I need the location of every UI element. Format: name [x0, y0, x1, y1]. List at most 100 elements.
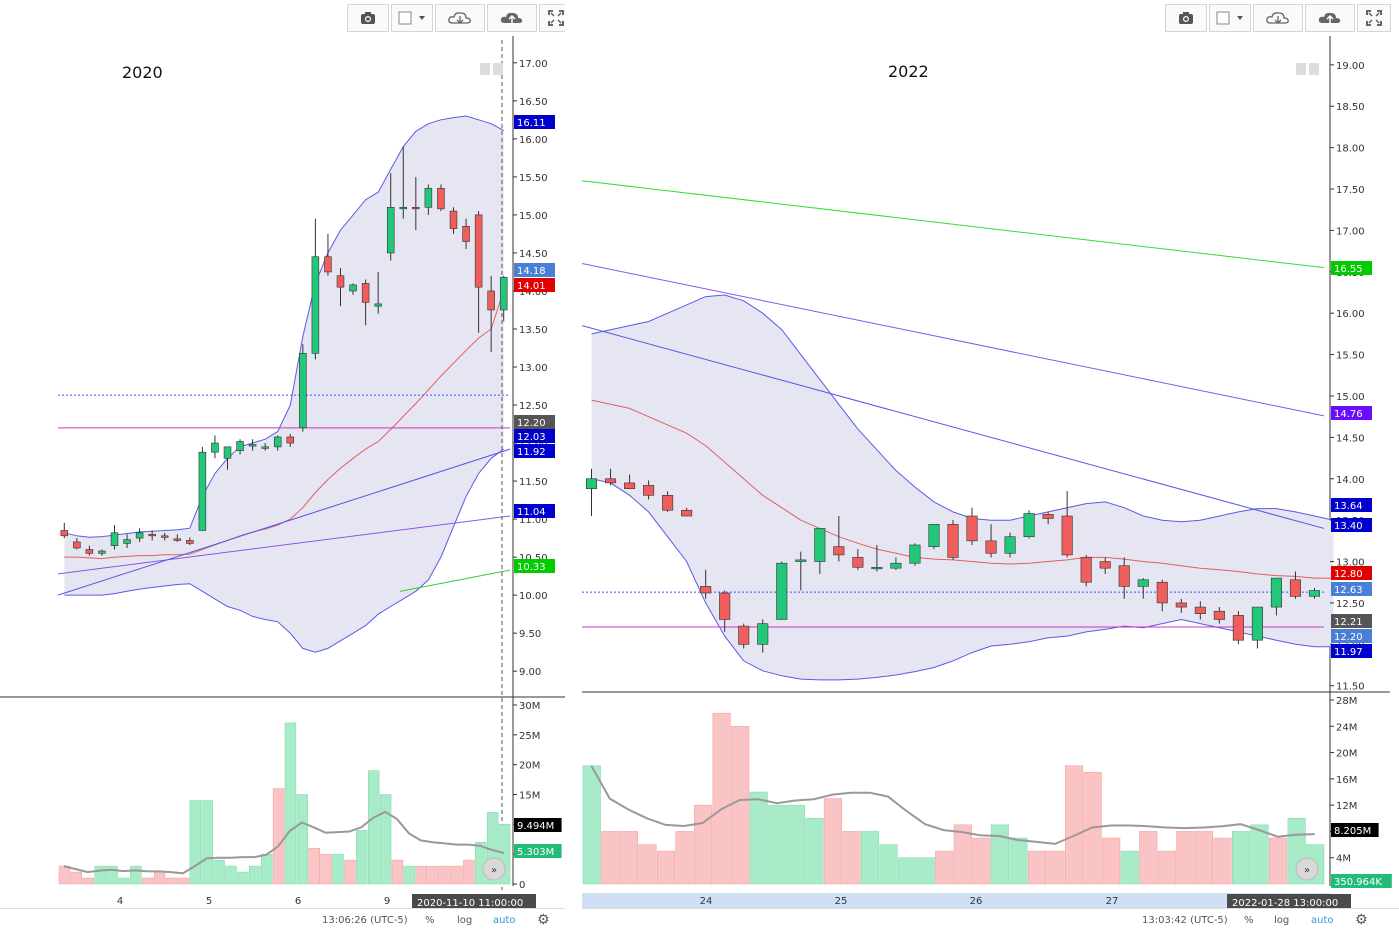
price-tag-label: 16.55 [1334, 264, 1363, 275]
price-tag-label: 14.18 [517, 266, 546, 277]
volume-bar [1213, 837, 1232, 885]
trend-line-green [582, 180, 1325, 269]
price-tick-label: 18.00 [1336, 144, 1365, 155]
price-tag [514, 844, 562, 858]
clock-time: 13:06:26 (UTC-5) [322, 915, 408, 926]
cloud-load-button[interactable] [435, 4, 485, 32]
price-tick-label: 17.00 [1336, 226, 1365, 237]
candle-body [399, 207, 408, 210]
volume-bar [201, 800, 213, 885]
candle-body [966, 515, 978, 542]
time-tick-label: 26 [970, 896, 983, 907]
volume-tick-label: 20M [519, 761, 540, 772]
candle-body [60, 530, 69, 537]
auto-toggle[interactable]: auto [493, 915, 516, 926]
volume-bar [153, 871, 166, 885]
time-tick-label: 25 [835, 896, 848, 907]
log-toggle[interactable]: log [457, 915, 473, 926]
candle-body [186, 540, 194, 544]
price-tick-label: 13.50 [519, 325, 548, 336]
template-button[interactable] [1209, 4, 1251, 32]
chart-panel-2022: 2022 19.0018.5018.0017.5017.0016.5016.00… [582, 0, 1399, 933]
price-tick-label: 14.50 [1336, 433, 1365, 444]
price-tag-label: 12.21 [1334, 617, 1363, 628]
template-button[interactable] [391, 4, 433, 32]
volume-bar [1269, 837, 1288, 885]
volume-bar [427, 865, 439, 885]
price-tag [514, 504, 555, 518]
candle-body [852, 557, 864, 568]
chart-toolbar [347, 4, 565, 34]
volume-ma-line [63, 810, 505, 875]
candle-body [700, 586, 712, 594]
candle-body [795, 559, 807, 562]
time-tick-label: 24 [700, 896, 713, 907]
candle-body [1251, 606, 1263, 641]
price-tag [1331, 629, 1372, 643]
candle-body [681, 509, 693, 517]
camera-button[interactable] [1165, 4, 1207, 32]
cloud-save-button[interactable] [1305, 4, 1355, 32]
price-tag-label: 13.40 [1334, 521, 1363, 532]
volume-bar [165, 877, 178, 885]
price-tag-label: 11.92 [517, 447, 546, 458]
fullscreen-button[interactable] [1357, 4, 1391, 32]
volume-bar [805, 818, 824, 885]
candle-body [299, 353, 307, 429]
gear-icon[interactable]: ⚙ [537, 912, 550, 928]
volume-bar [1157, 850, 1176, 885]
candle-body [135, 532, 144, 539]
candle-body [814, 528, 826, 562]
volume-bar [106, 865, 118, 885]
volume-bar [1046, 850, 1065, 885]
camera-button[interactable] [347, 4, 389, 32]
volume-bar [213, 859, 225, 885]
volume-bar [142, 877, 154, 885]
candle-body [585, 478, 598, 489]
candle-body [123, 539, 131, 544]
volume-tick-label: 30M [519, 701, 540, 712]
bb-upper-line [64, 115, 504, 538]
price-tick-label: 11.50 [519, 477, 548, 488]
volume-tick-label: 20M [1336, 749, 1357, 760]
price-tick-label: 12.50 [519, 401, 548, 412]
volume-bar [344, 859, 356, 885]
volume-bar [391, 859, 404, 885]
time-tick-label: 9 [384, 896, 390, 907]
volume-bar [1065, 765, 1084, 885]
volume-bar [1009, 837, 1028, 885]
volume-bar [1102, 837, 1121, 885]
pane-up-icon [1296, 63, 1306, 75]
percent-toggle[interactable]: % [1244, 915, 1254, 926]
price-tag [1331, 406, 1372, 420]
volume-bar [749, 791, 768, 885]
gear-icon[interactable]: ⚙ [1355, 912, 1368, 928]
scroll-right-icon [1295, 857, 1319, 881]
candle-body [173, 538, 182, 541]
candle-body [985, 540, 997, 554]
price-tag-label: 11.97 [1334, 647, 1363, 658]
candle-body [361, 283, 370, 303]
pane-down-icon [493, 63, 503, 75]
fullscreen-button[interactable] [539, 4, 565, 32]
candle-body [248, 444, 257, 447]
volume-bar [356, 830, 368, 885]
price-tag-label: 14.76 [1334, 409, 1363, 420]
log-toggle[interactable]: log [1274, 915, 1290, 926]
volume-bar [296, 794, 309, 885]
price-tick-label: 11.00 [519, 515, 548, 526]
cloud-save-button[interactable] [487, 4, 537, 32]
percent-toggle[interactable]: % [425, 915, 435, 926]
volume-bar [861, 831, 880, 885]
price-tag [1331, 498, 1372, 512]
price-tick-label: 15.00 [1336, 392, 1365, 403]
volume-bar [823, 798, 842, 885]
auto-toggle[interactable]: auto [1311, 915, 1334, 926]
volume-bar [694, 804, 713, 885]
volume-bar [1139, 831, 1158, 885]
trend-line-blue [582, 325, 1325, 529]
candle-body [719, 592, 731, 620]
chart-toolbar [1165, 4, 1393, 34]
cloud-load-button[interactable] [1253, 4, 1303, 32]
trend-line-purple [582, 263, 1325, 417]
